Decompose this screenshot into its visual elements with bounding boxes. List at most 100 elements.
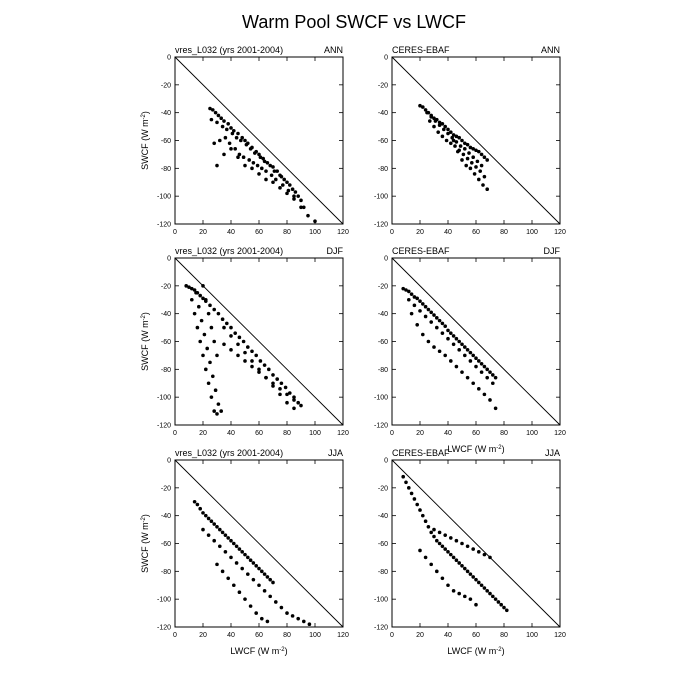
- scatter-point: [239, 138, 243, 143]
- scatter-point: [429, 562, 434, 567]
- scatter-point: [313, 219, 317, 224]
- scatter-point: [279, 381, 284, 386]
- scatter-point: [488, 591, 492, 596]
- scatter-point: [477, 550, 481, 554]
- scatter-point: [201, 527, 205, 532]
- y-tick-label: -80: [378, 367, 388, 374]
- scatter-panel-4: 0 20 40 60 80 100 120 0 -20 -40 -60 -80 -100 -120 CERE…: [374, 246, 566, 454]
- scatter-point: [485, 375, 490, 380]
- scatter-point: [299, 403, 303, 408]
- scatter-point: [412, 497, 417, 501]
- scatter-point: [237, 547, 242, 551]
- y-tick-label: -40: [378, 513, 388, 520]
- scatter-point: [278, 387, 282, 391]
- scatter-panel-5: 0 20 40 60 80 100 120 0 -20 -40 -60 -80 -100 -120 vres…: [140, 448, 349, 656]
- scatter-point: [449, 552, 453, 557]
- x-tick-label: 120: [554, 430, 566, 437]
- y-tick-label: 0: [384, 55, 388, 62]
- scatter-point: [243, 359, 247, 363]
- scatter-point: [450, 135, 455, 140]
- panel-right-label: ANN: [324, 45, 343, 55]
- scatter-point: [241, 155, 246, 159]
- scatter-point: [195, 325, 200, 330]
- scatter-point: [265, 160, 270, 165]
- scatter-point: [479, 152, 484, 157]
- y-tick-label: -40: [378, 311, 388, 318]
- scatter-point: [491, 594, 495, 599]
- scatter-point: [457, 339, 462, 344]
- scatter-point: [465, 348, 470, 352]
- scatter-point: [423, 108, 428, 112]
- scatter-point: [271, 384, 275, 388]
- scatter-point: [229, 334, 233, 338]
- scatter-point: [429, 310, 434, 315]
- scatter-point: [190, 286, 194, 291]
- scatter-point: [432, 116, 436, 121]
- scatter-point: [482, 364, 487, 369]
- y-tick-label: -120: [157, 222, 171, 229]
- scatter-point: [418, 299, 422, 303]
- scatter-point: [254, 611, 258, 615]
- x-tick-label: 60: [255, 632, 263, 639]
- panel-left-label: vres_L032 (yrs 2001-2004): [175, 45, 283, 55]
- scatter-point: [451, 589, 456, 593]
- x-tick-label: 80: [283, 632, 291, 639]
- scatter-point: [257, 583, 261, 588]
- x-tick-label: 120: [554, 632, 566, 639]
- scatter-point: [285, 191, 289, 196]
- scatter-point: [275, 169, 280, 173]
- scatter-point: [477, 387, 481, 391]
- scatter-point: [451, 334, 456, 338]
- scatter-point: [218, 544, 222, 549]
- scatter-point: [209, 325, 214, 330]
- scatter-point: [282, 177, 287, 182]
- y-tick-label: -60: [378, 541, 388, 548]
- scatter-point: [474, 165, 478, 169]
- scatter-point: [192, 288, 197, 292]
- scatter-point: [206, 533, 211, 537]
- scatter-point: [460, 138, 464, 143]
- scatter-point: [220, 317, 225, 322]
- scatter-point: [285, 611, 289, 615]
- scatter-point: [208, 106, 212, 111]
- scatter-point: [212, 522, 216, 526]
- scatter-point: [471, 155, 476, 159]
- scatter-point: [412, 303, 417, 308]
- scatter-point: [465, 156, 470, 161]
- y-tick-label: -60: [161, 339, 171, 346]
- y-tick-label: -100: [157, 395, 171, 402]
- scatter-point: [230, 131, 235, 136]
- scatter-point: [275, 377, 280, 381]
- scatter-point: [426, 339, 431, 344]
- scatter-point: [471, 353, 476, 358]
- x-tick-label: 20: [199, 430, 207, 437]
- scatter-point: [206, 311, 211, 316]
- scatter-point: [306, 213, 310, 218]
- scatter-point: [435, 316, 439, 320]
- scatter-point: [429, 530, 434, 535]
- scatter-point: [209, 395, 214, 399]
- scatter-point: [290, 614, 295, 618]
- scatter-point: [272, 169, 277, 173]
- x-tick-label: 120: [337, 632, 349, 639]
- scatter-point: [479, 583, 484, 588]
- scatter-point: [206, 381, 211, 386]
- scatter-point: [198, 339, 202, 344]
- panel-left-label: CERES-EBAF: [392, 448, 450, 458]
- scatter-point: [482, 392, 487, 397]
- scatter-point: [468, 359, 473, 363]
- scatter-point: [201, 284, 205, 288]
- scatter-point: [443, 324, 448, 328]
- scatter-point: [257, 367, 261, 372]
- scatter-point: [296, 400, 301, 405]
- scatter-point: [409, 292, 414, 296]
- x-tick-label: 60: [255, 229, 263, 236]
- y-tick-label: 0: [167, 55, 171, 62]
- scatter-point: [437, 541, 442, 546]
- scatter-panel-6: 0 20 40 60 80 100 120 0 -20 -40 -60 -80 -100 -120 CERE…: [374, 448, 566, 656]
- y-tick-label: -120: [157, 423, 171, 430]
- scatter-point: [479, 361, 484, 366]
- scatter-point: [474, 148, 478, 153]
- panel-right-label: JJA: [545, 448, 560, 458]
- scatter-point: [457, 591, 462, 596]
